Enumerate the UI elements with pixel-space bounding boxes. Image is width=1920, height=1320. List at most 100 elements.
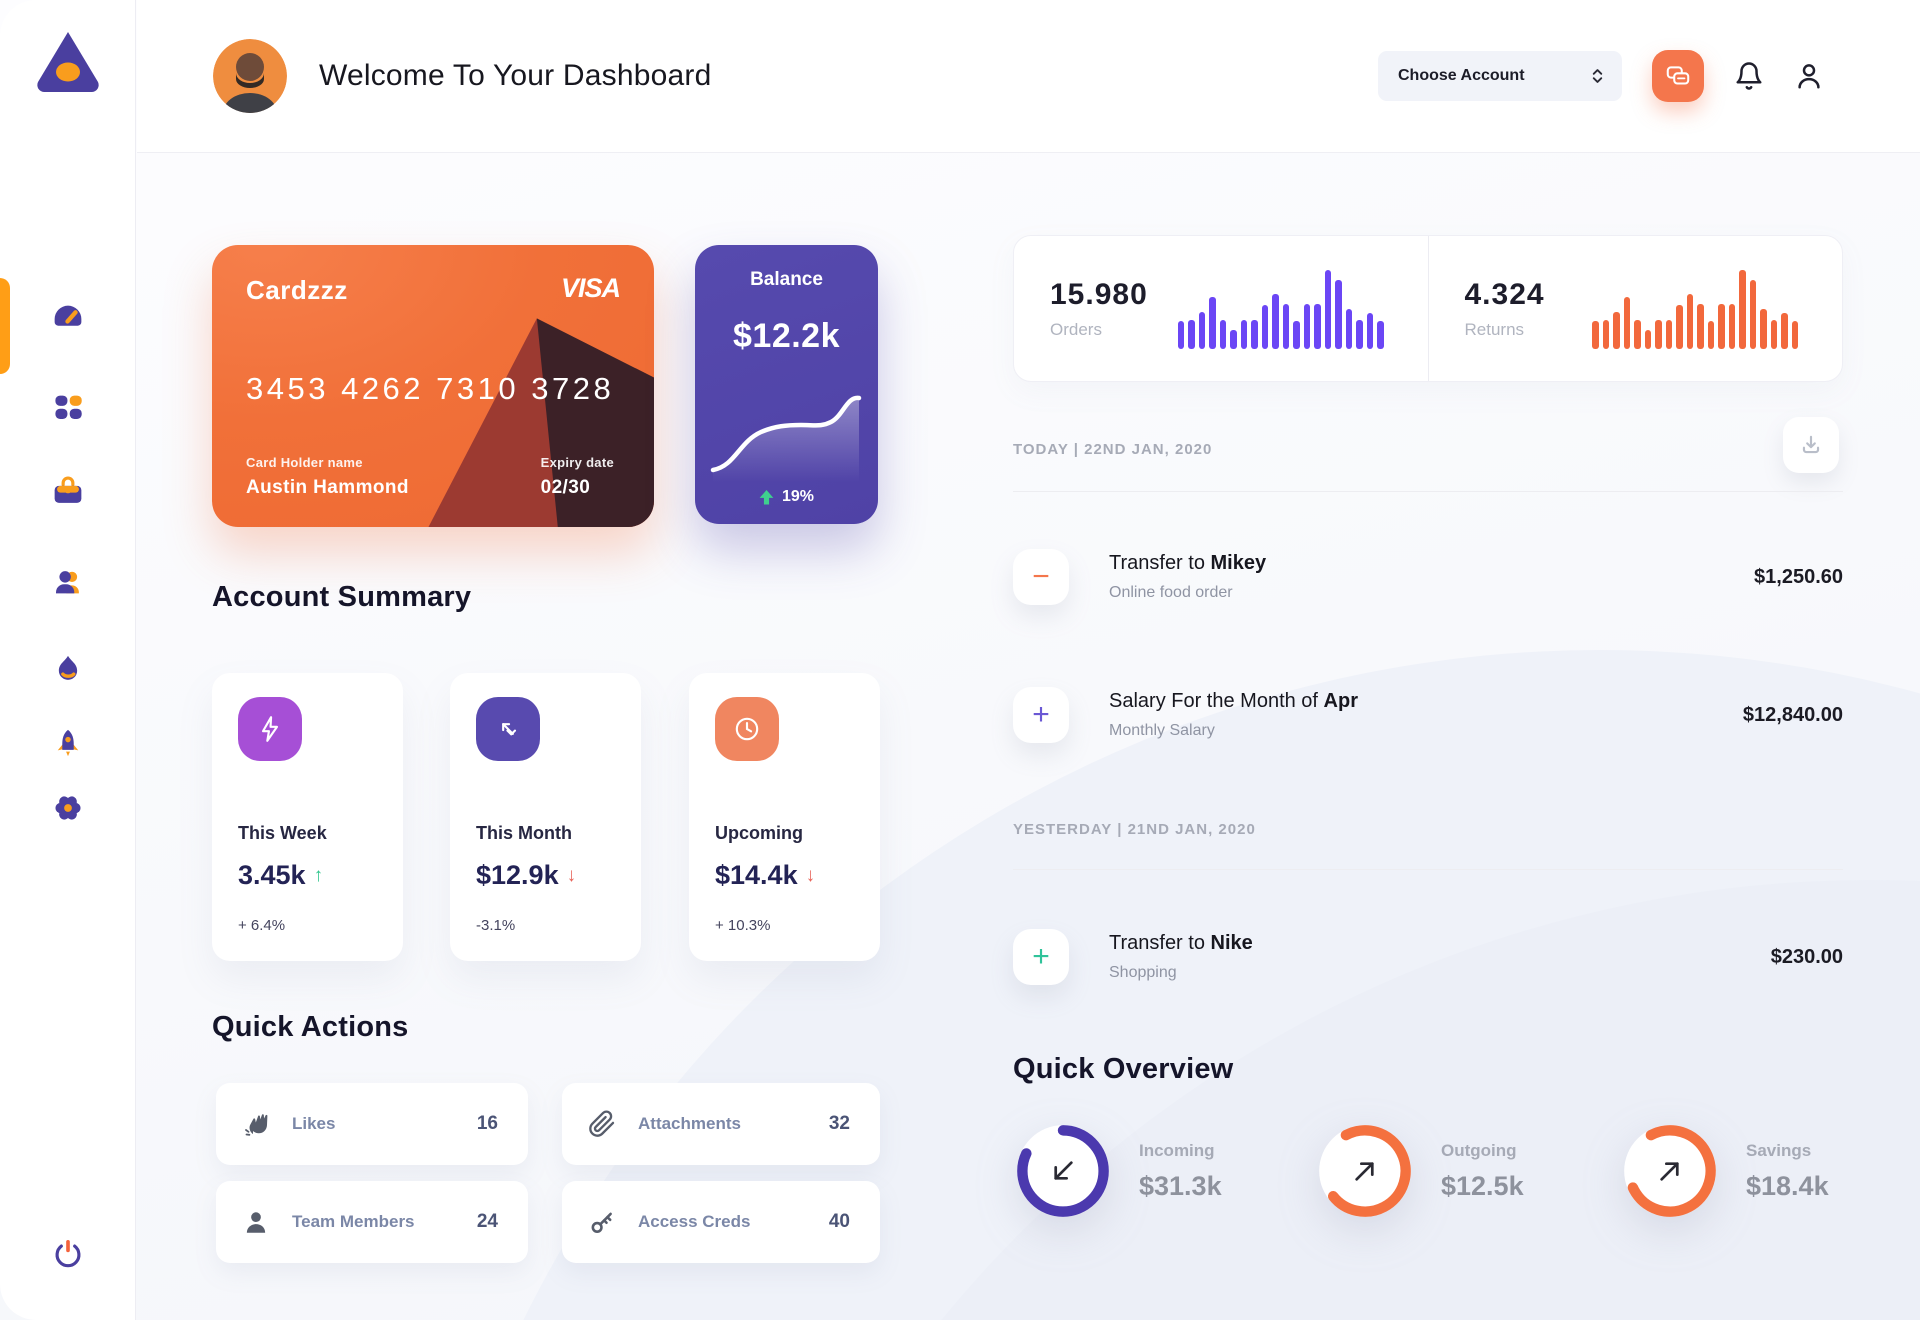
main-content: Cardzzz VISA 3453 4262 7310 3728 Card Ho… [137, 153, 1920, 1320]
summary-card-this-week: This Week 3.45k ↑ + 6.4% [212, 673, 403, 961]
card-holder-label: Card Holder name [246, 455, 363, 470]
person-icon [1798, 64, 1820, 89]
quick-action-label: Access Creds [638, 1212, 751, 1231]
user-avatar[interactable] [213, 39, 287, 113]
card-name: Cardzzz [246, 275, 348, 305]
team-icon [56, 571, 79, 594]
overview-value: $12.5k [1441, 1170, 1524, 1201]
gauge-icon [54, 305, 82, 326]
transaction-subtitle: Shopping [1109, 964, 1177, 981]
page-title: Welcome To Your Dashboard [319, 59, 712, 92]
summary-value: $12.9k ↓ [476, 860, 577, 890]
quick-action-count: 32 [828, 1113, 850, 1134]
transaction-amount: $1,250.60 [1754, 565, 1843, 588]
summary-card-upcoming: Upcoming $14.4k ↓ + 10.3% [689, 673, 880, 961]
minus-icon: − [1013, 549, 1069, 605]
profile-button[interactable] [1794, 61, 1824, 91]
returns-sparkline [1592, 269, 1798, 349]
notifications-button[interactable] [1734, 61, 1764, 91]
credit-card: Cardzzz VISA 3453 4262 7310 3728 Card Ho… [212, 245, 654, 527]
lightning-icon [238, 697, 302, 761]
paperclip-icon [589, 1110, 615, 1137]
flame-icon [58, 655, 78, 680]
sidebar-item-trending[interactable] [42, 643, 94, 695]
balance-change-value: 19% [781, 488, 815, 505]
returns-value: 4.324 [1464, 277, 1545, 311]
sidebar-item-launch[interactable] [42, 717, 94, 769]
header-actions: Choose Account [1378, 50, 1824, 102]
today-date-label: TODAY | 22ND JAN, 2020 [1013, 441, 1213, 458]
overview-outgoing: Outgoing $12.5k [1315, 1121, 1524, 1221]
summary-value: $14.4k ↓ [715, 860, 816, 890]
up-arrow-icon [759, 489, 774, 504]
transaction-title: Transfer to Mikey [1109, 552, 1267, 574]
account-select[interactable]: Choose Account [1378, 51, 1622, 101]
balance-change: 19% [695, 488, 878, 506]
divider [1013, 491, 1843, 492]
card-holder: Card Holder name Austin Hammond [246, 455, 409, 499]
incoming-gauge-ring [1017, 1125, 1109, 1217]
orders-value: 15.980 [1050, 277, 1148, 311]
summary-delta: -3.1% [476, 917, 516, 934]
power-icon [55, 1240, 81, 1268]
sidebar-item-settings[interactable] [42, 782, 94, 834]
card-expiry-value: 02/30 [540, 477, 591, 498]
transaction-text: Transfer to Nike Shopping [1109, 932, 1253, 982]
overview-value: $18.4k [1746, 1170, 1829, 1201]
app-logo[interactable] [28, 26, 108, 98]
balance-card: Balance $12.2k 19% [695, 245, 878, 524]
apps-grid-icon [55, 395, 82, 419]
sidebar [0, 0, 136, 1320]
trend-down-arrow: ↓ [566, 864, 577, 886]
quick-action-count: 40 [828, 1211, 850, 1232]
quick-action-count: 24 [476, 1211, 498, 1232]
overview-label: Savings [1746, 1140, 1812, 1160]
messages-button[interactable] [1652, 50, 1704, 102]
quick-action-label: Team Members [292, 1212, 415, 1231]
clock-icon [715, 697, 779, 761]
transaction-row[interactable]: + Transfer to Nike Shopping $230.00 [1013, 925, 1843, 989]
yesterday-date-label: YESTERDAY | 21ND JAN, 2020 [1013, 821, 1256, 838]
transaction-text: Salary For the Month of Apr Monthly Sala… [1109, 690, 1358, 740]
transaction-amount: $12,840.00 [1742, 703, 1843, 726]
overview-label: Outgoing [1441, 1140, 1517, 1160]
quick-actions-heading: Quick Actions [212, 1011, 409, 1043]
visa-logo: VISA [560, 273, 621, 303]
trend-up-arrow: ↑ [313, 864, 324, 886]
card-holder-name: Austin Hammond [246, 477, 409, 498]
returns-label: Returns [1464, 319, 1525, 339]
arrow-trend-icon [476, 697, 540, 761]
quick-action-likes[interactable]: Likes 16 [216, 1083, 528, 1165]
sidebar-item-apps[interactable] [42, 381, 94, 433]
active-nav-indicator [0, 278, 10, 374]
transaction-subtitle: Online food order [1109, 584, 1233, 601]
summary-label: This Month [476, 823, 572, 843]
overview-value: $31.3k [1139, 1170, 1222, 1201]
summary-label: This Week [238, 823, 327, 843]
quick-action-team-members[interactable]: Team Members 24 [216, 1181, 528, 1263]
transaction-amount: $230.00 [1770, 945, 1843, 968]
arrow-down-left-icon [1054, 1161, 1073, 1180]
transaction-subtitle: Monthly Salary [1109, 722, 1215, 739]
sidebar-item-team[interactable] [42, 556, 94, 608]
quick-action-access-creds[interactable]: Access Creds 40 [562, 1181, 880, 1263]
divider [1013, 869, 1843, 870]
clap-icon [245, 1114, 268, 1136]
balance-label: Balance [750, 269, 823, 290]
orders-sparkline [1177, 269, 1384, 349]
sidebar-item-portfolio[interactable] [42, 466, 94, 518]
overview-incoming: Incoming $31.3k [1013, 1121, 1222, 1221]
arrow-up-right-icon [1660, 1162, 1679, 1181]
sidebar-item-dashboard[interactable] [42, 290, 94, 342]
transaction-row[interactable]: − Transfer to Mikey Online food order $1… [1013, 545, 1843, 609]
key-icon [591, 1212, 612, 1233]
quick-action-count: 16 [476, 1113, 498, 1134]
transaction-row[interactable]: + Salary For the Month of Apr Monthly Sa… [1013, 683, 1843, 747]
quick-action-attachments[interactable]: Attachments 32 [562, 1083, 880, 1165]
sidebar-item-logout[interactable] [42, 1228, 94, 1280]
account-select-label: Choose Account [1398, 67, 1525, 84]
quick-overview-heading: Quick Overview [1013, 1053, 1234, 1085]
download-button[interactable] [1783, 417, 1839, 473]
account-summary-heading: Account Summary [212, 581, 472, 613]
